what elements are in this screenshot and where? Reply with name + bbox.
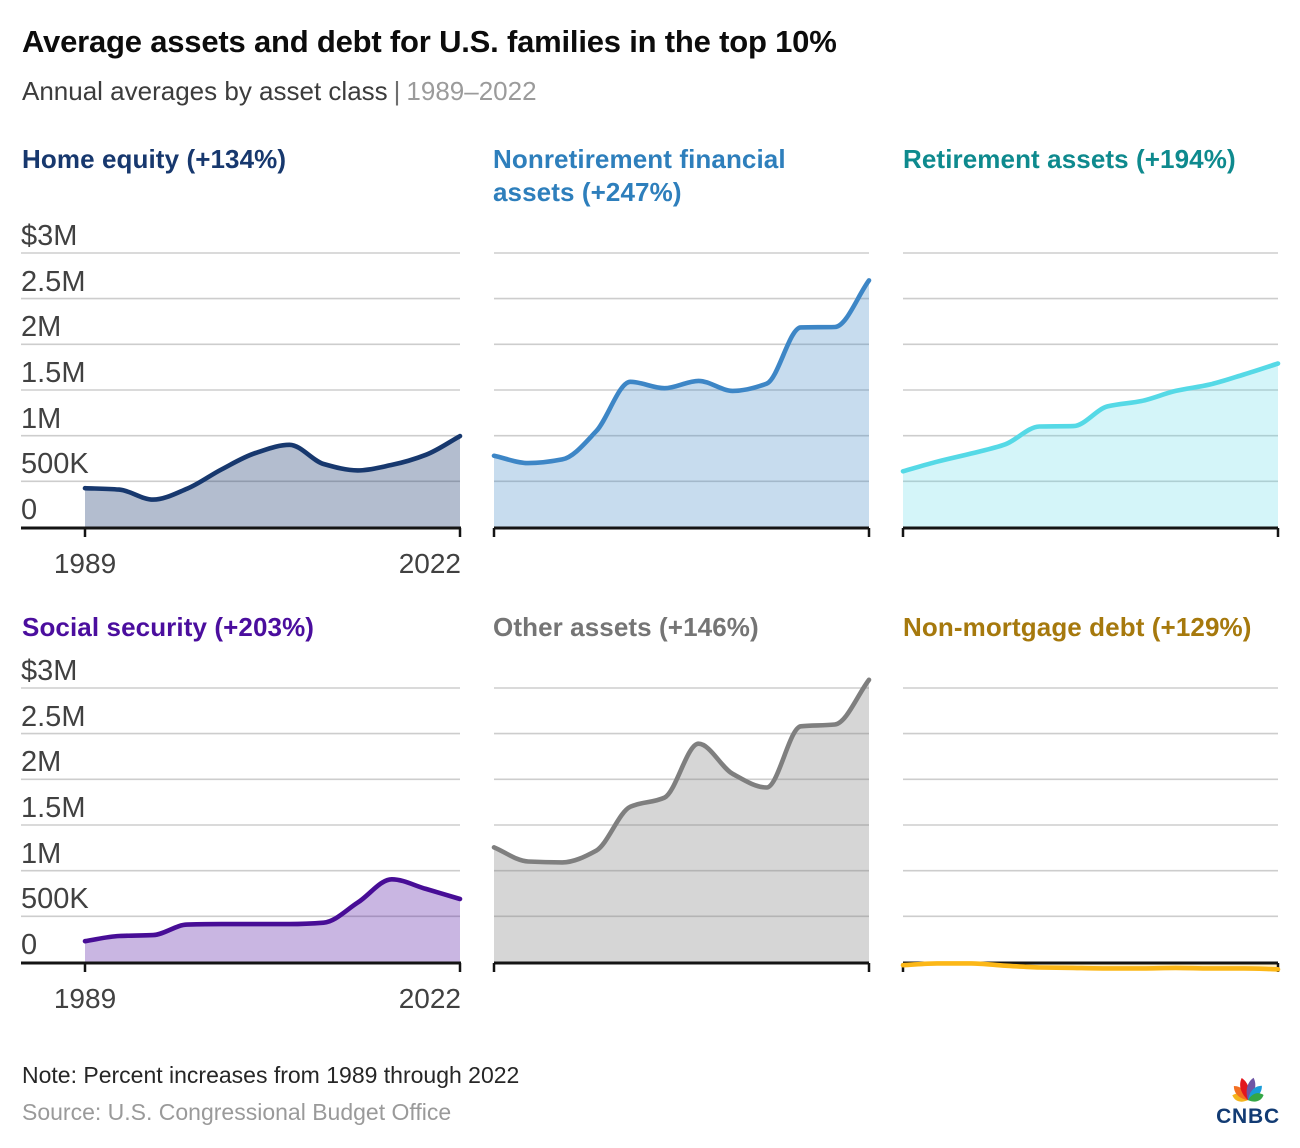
series-area-fill [494,280,869,527]
y-axis-tick-label: 2.5M [21,701,86,733]
y-axis-tick-label: 1M [21,838,62,870]
series-area-fill [494,679,869,962]
y-axis-tick-label: 2.5M [21,266,86,298]
series-line [491,677,872,865]
y-axis-tick-label: 500K [21,883,89,915]
cnbc-wordmark: CNBC [1216,1105,1280,1128]
cnbc-logo: CNBC [1211,1062,1285,1128]
chart-note: Note: Percent increases from 1989 throug… [22,1062,520,1088]
y-axis-tick-label: 0 [21,494,38,526]
chart-title-nonretirement-assets: Nonretirement financial assets (+247%) [493,144,786,207]
series-line [900,361,1281,474]
chart-title-other-assets: Other assets (+146%) [493,612,759,642]
chart-source: Source: U.S. Congressional Budget Office [22,1099,452,1125]
page-title: Average assets and debt for U.S. familie… [22,24,837,59]
series-line [900,961,1281,972]
y-axis-tick-label: 2M [21,311,62,343]
x-axis-tick-label: 1989 [53,548,117,579]
chart-title-home-equity: Home equity (+134%) [22,144,287,174]
series-area-fill [85,879,460,962]
y-axis-tick-label: $3M [21,220,78,252]
feather-purple [1246,1077,1256,1101]
feather-yellow [1232,1093,1248,1102]
series-area-fill [903,363,1278,527]
subtitle-divider: | [393,76,401,106]
x-axis-tick-label: 2022 [398,548,461,579]
y-axis-tick-label: 1.5M [21,357,86,389]
chart-title-retirement-assets: Retirement assets (+194%) [903,144,1236,174]
feather-orange [1233,1085,1248,1101]
subtitle-text: Annual averages by asset class [22,76,388,106]
subtitle-date-range: 1989–2022 [406,76,537,106]
chart-title-non-mortgage-debt: Non-mortgage debt (+129%) [903,612,1252,642]
y-axis-tick-label: 1M [21,403,62,435]
x-axis-tick-label: 1989 [53,983,117,1014]
cnbc-peacock-icon [1232,1077,1264,1102]
x-axis-tick-label: 2022 [398,983,461,1014]
feather-green [1248,1093,1264,1102]
series-area-fill [85,436,460,527]
y-axis-tick-label: 0 [21,929,38,961]
peacock-feathers [1232,1077,1264,1102]
y-axis-tick-label: 500K [21,448,89,480]
page-subtitle: Annual averages by asset class | 1989–2022 [22,76,1282,107]
series-line [82,877,463,944]
series-line [491,278,872,466]
y-axis-tick-label: 1.5M [21,792,86,824]
y-axis-tick-label: $3M [21,655,78,687]
y-axis-tick-label: 2M [21,746,62,778]
series-line [82,433,463,502]
chart-title-social-security: Social security (+203%) [22,612,315,642]
